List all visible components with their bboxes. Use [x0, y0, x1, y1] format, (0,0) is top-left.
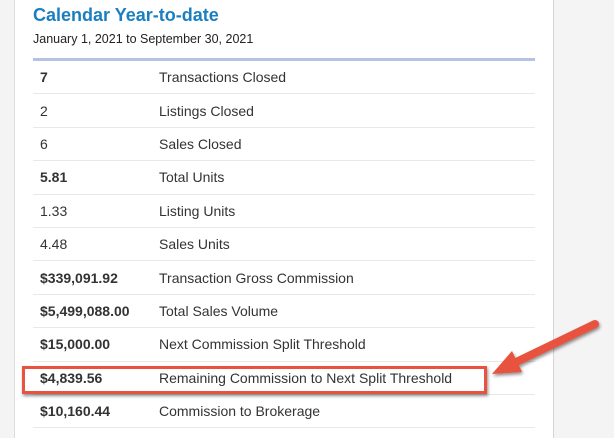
row-value: 6 — [40, 135, 48, 152]
row-label: Total Units — [159, 169, 225, 186]
table-row: $15,000.00 Next Commission Split Threshol… — [33, 328, 535, 362]
arrow-shaft — [506, 320, 599, 369]
table-row-highlighted: $4,839.56 Remaining Commission to Next Sp… — [33, 362, 535, 395]
table-row: $5,499,088.00 Total Sales Volume — [33, 295, 535, 329]
table-row: 4.48 Sales Units — [33, 228, 535, 262]
row-label: Listing Units — [159, 202, 236, 219]
row-value: $4,839.56 — [40, 369, 103, 386]
section-title: Calendar Year-to-date — [33, 5, 219, 25]
arrow-annotation — [492, 320, 599, 374]
table-row: 2 Listings Closed — [33, 94, 535, 128]
row-value: 5.81 — [40, 169, 68, 186]
stats-table: 7 Transactions Closed 2 Listings Closed 6 Sal… — [33, 61, 535, 429]
date-range: January 1, 2021 to September 30, 2021 — [33, 32, 254, 46]
table-row: 6 Sales Closed — [33, 128, 535, 162]
row-value: $15,000.00 — [40, 336, 111, 353]
row-value: 1.33 — [40, 202, 68, 219]
row-label: Remaining Commission to Next Split Thres… — [159, 369, 453, 386]
row-label: Total Sales Volume — [159, 302, 279, 319]
row-value: 4.48 — [40, 236, 68, 253]
row-label: Next Commission Split Threshold — [159, 336, 366, 353]
row-label: Commission to Brokerage — [159, 403, 321, 420]
row-label: Listings Closed — [159, 102, 254, 119]
row-value: $10,160.44 — [40, 403, 111, 420]
row-value: $339,091.92 — [40, 269, 118, 286]
row-label: Sales Units — [159, 236, 230, 253]
row-value: $5,499,088.00 — [40, 302, 130, 319]
table-row: $339,091.92 Transaction Gross Commission — [33, 261, 535, 295]
highlight-box — [22, 366, 487, 394]
table-row: 1.33 Listing Units — [33, 195, 535, 228]
row-label: Transactions Closed — [159, 69, 287, 86]
row-label: Transaction Gross Commission — [159, 269, 354, 286]
table-row: 5.81 Total Units — [33, 161, 535, 195]
header-divider — [33, 58, 535, 61]
row-value: 2 — [40, 102, 48, 119]
row-label: Sales Closed — [159, 135, 242, 152]
row-value: 7 — [40, 69, 48, 86]
table-row: 7 Transactions Closed — [33, 61, 535, 95]
ytd-panel — [14, 0, 554, 438]
arrow-head-icon — [492, 351, 522, 374]
